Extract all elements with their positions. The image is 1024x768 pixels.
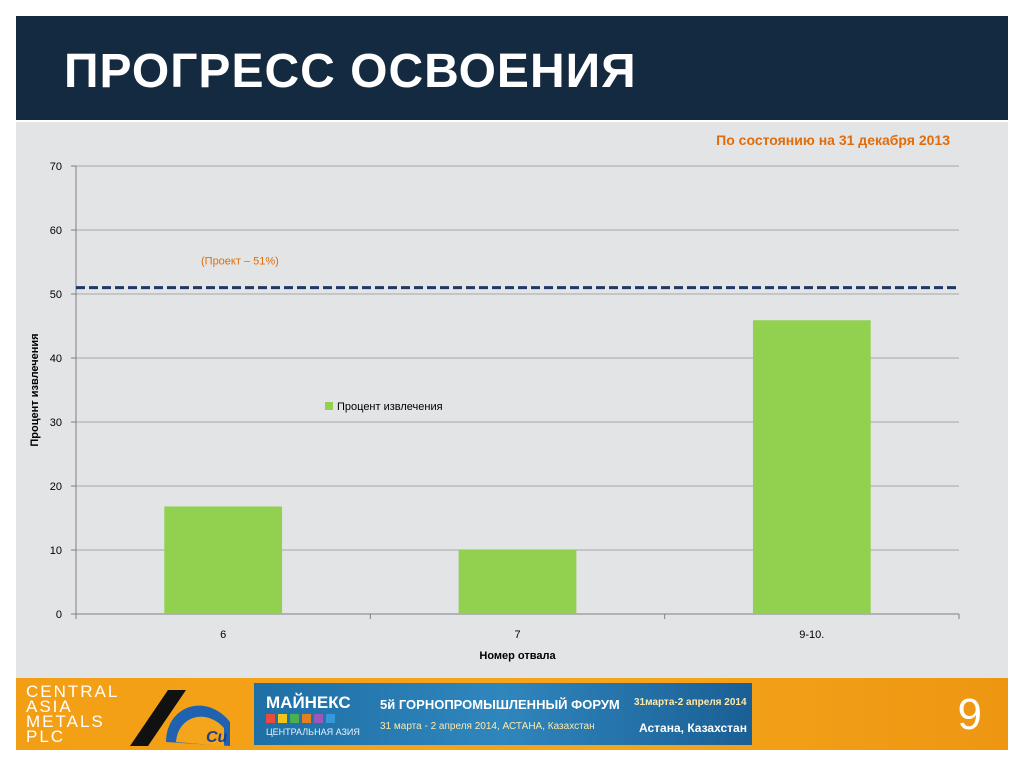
y-tick-label: 0 (56, 609, 62, 621)
logo-line-2: ASIA (26, 697, 73, 716)
mining-forum-banner: МАЙНЕКС ЦЕНТРАЛЬНАЯ АЗИЯ 5й ГОРНОПРОМЫШЛ… (254, 683, 752, 745)
banner-squares (266, 714, 335, 723)
bar-chart: 0 10 20 30 40 50 60 70 6 7 9-10. (Проект – 51%) Проц… (29, 161, 960, 662)
y-tick-label: 10 (50, 545, 62, 557)
page-number: 9 (957, 690, 982, 739)
banner-city: Астана, Казахстан (639, 721, 747, 735)
y-tick-label: 40 (50, 353, 62, 365)
x-tick-label: 9-10. (799, 629, 824, 641)
banner-dates-long: 31 марта - 2 апреля 2014, АСТАНА, Казахс… (380, 721, 595, 732)
y-tick-label: 50 (50, 289, 62, 301)
y-tick-label: 60 (50, 225, 62, 237)
logo-mark-text: Cu (206, 729, 228, 746)
x-tick-label: 7 (514, 629, 520, 641)
legend-swatch (325, 402, 333, 410)
chart-panel: По состоянию на 31 декабря 2013 0 10 20 30 4… (16, 122, 1008, 678)
bar-2 (458, 550, 577, 614)
y-tick-label: 20 (50, 481, 62, 493)
banner-dates-short: 31марта-2 апреля 2014 (634, 697, 747, 708)
banner-brand: МАЙНЕКС (266, 693, 351, 712)
x-axis-title: Номер отвала (479, 650, 556, 662)
copper-logo-icon: Cu (130, 690, 230, 746)
slide-title: ПРОГРЕСС ОСВОЕНИЯ (64, 45, 637, 98)
title-bar: ПРОГРЕСС ОСВОЕНИЯ (16, 16, 1008, 120)
banner-subtitle: ЦЕНТРАЛЬНАЯ АЗИЯ (266, 727, 360, 737)
footer: CENTRAL ASIA METALS PLC Cu МАЙНЕКС ЦЕНТР… (16, 678, 1008, 750)
bar-3 (752, 320, 871, 614)
y-tick-label: 70 (50, 161, 62, 173)
bar-1 (164, 506, 283, 614)
company-logo-text: CENTRAL ASIA METALS PLC (26, 682, 120, 746)
x-tick-label: 6 (220, 629, 226, 641)
legend-label: Процент извлечения (337, 401, 443, 413)
y-axis-title: Процент извлечения (29, 333, 41, 446)
logo-line-4: PLC (26, 727, 66, 746)
reference-line-label: (Проект – 51%) (201, 256, 279, 268)
y-tick-label: 30 (50, 417, 62, 429)
logo-line-1: CENTRAL (26, 682, 120, 701)
logo-line-3: METALS (26, 712, 105, 731)
banner-forum: 5й ГОРНОПРОМЫШЛЕННЫЙ ФОРУМ (380, 697, 620, 712)
as-of-date: По состоянию на 31 декабря 2013 (716, 132, 950, 148)
